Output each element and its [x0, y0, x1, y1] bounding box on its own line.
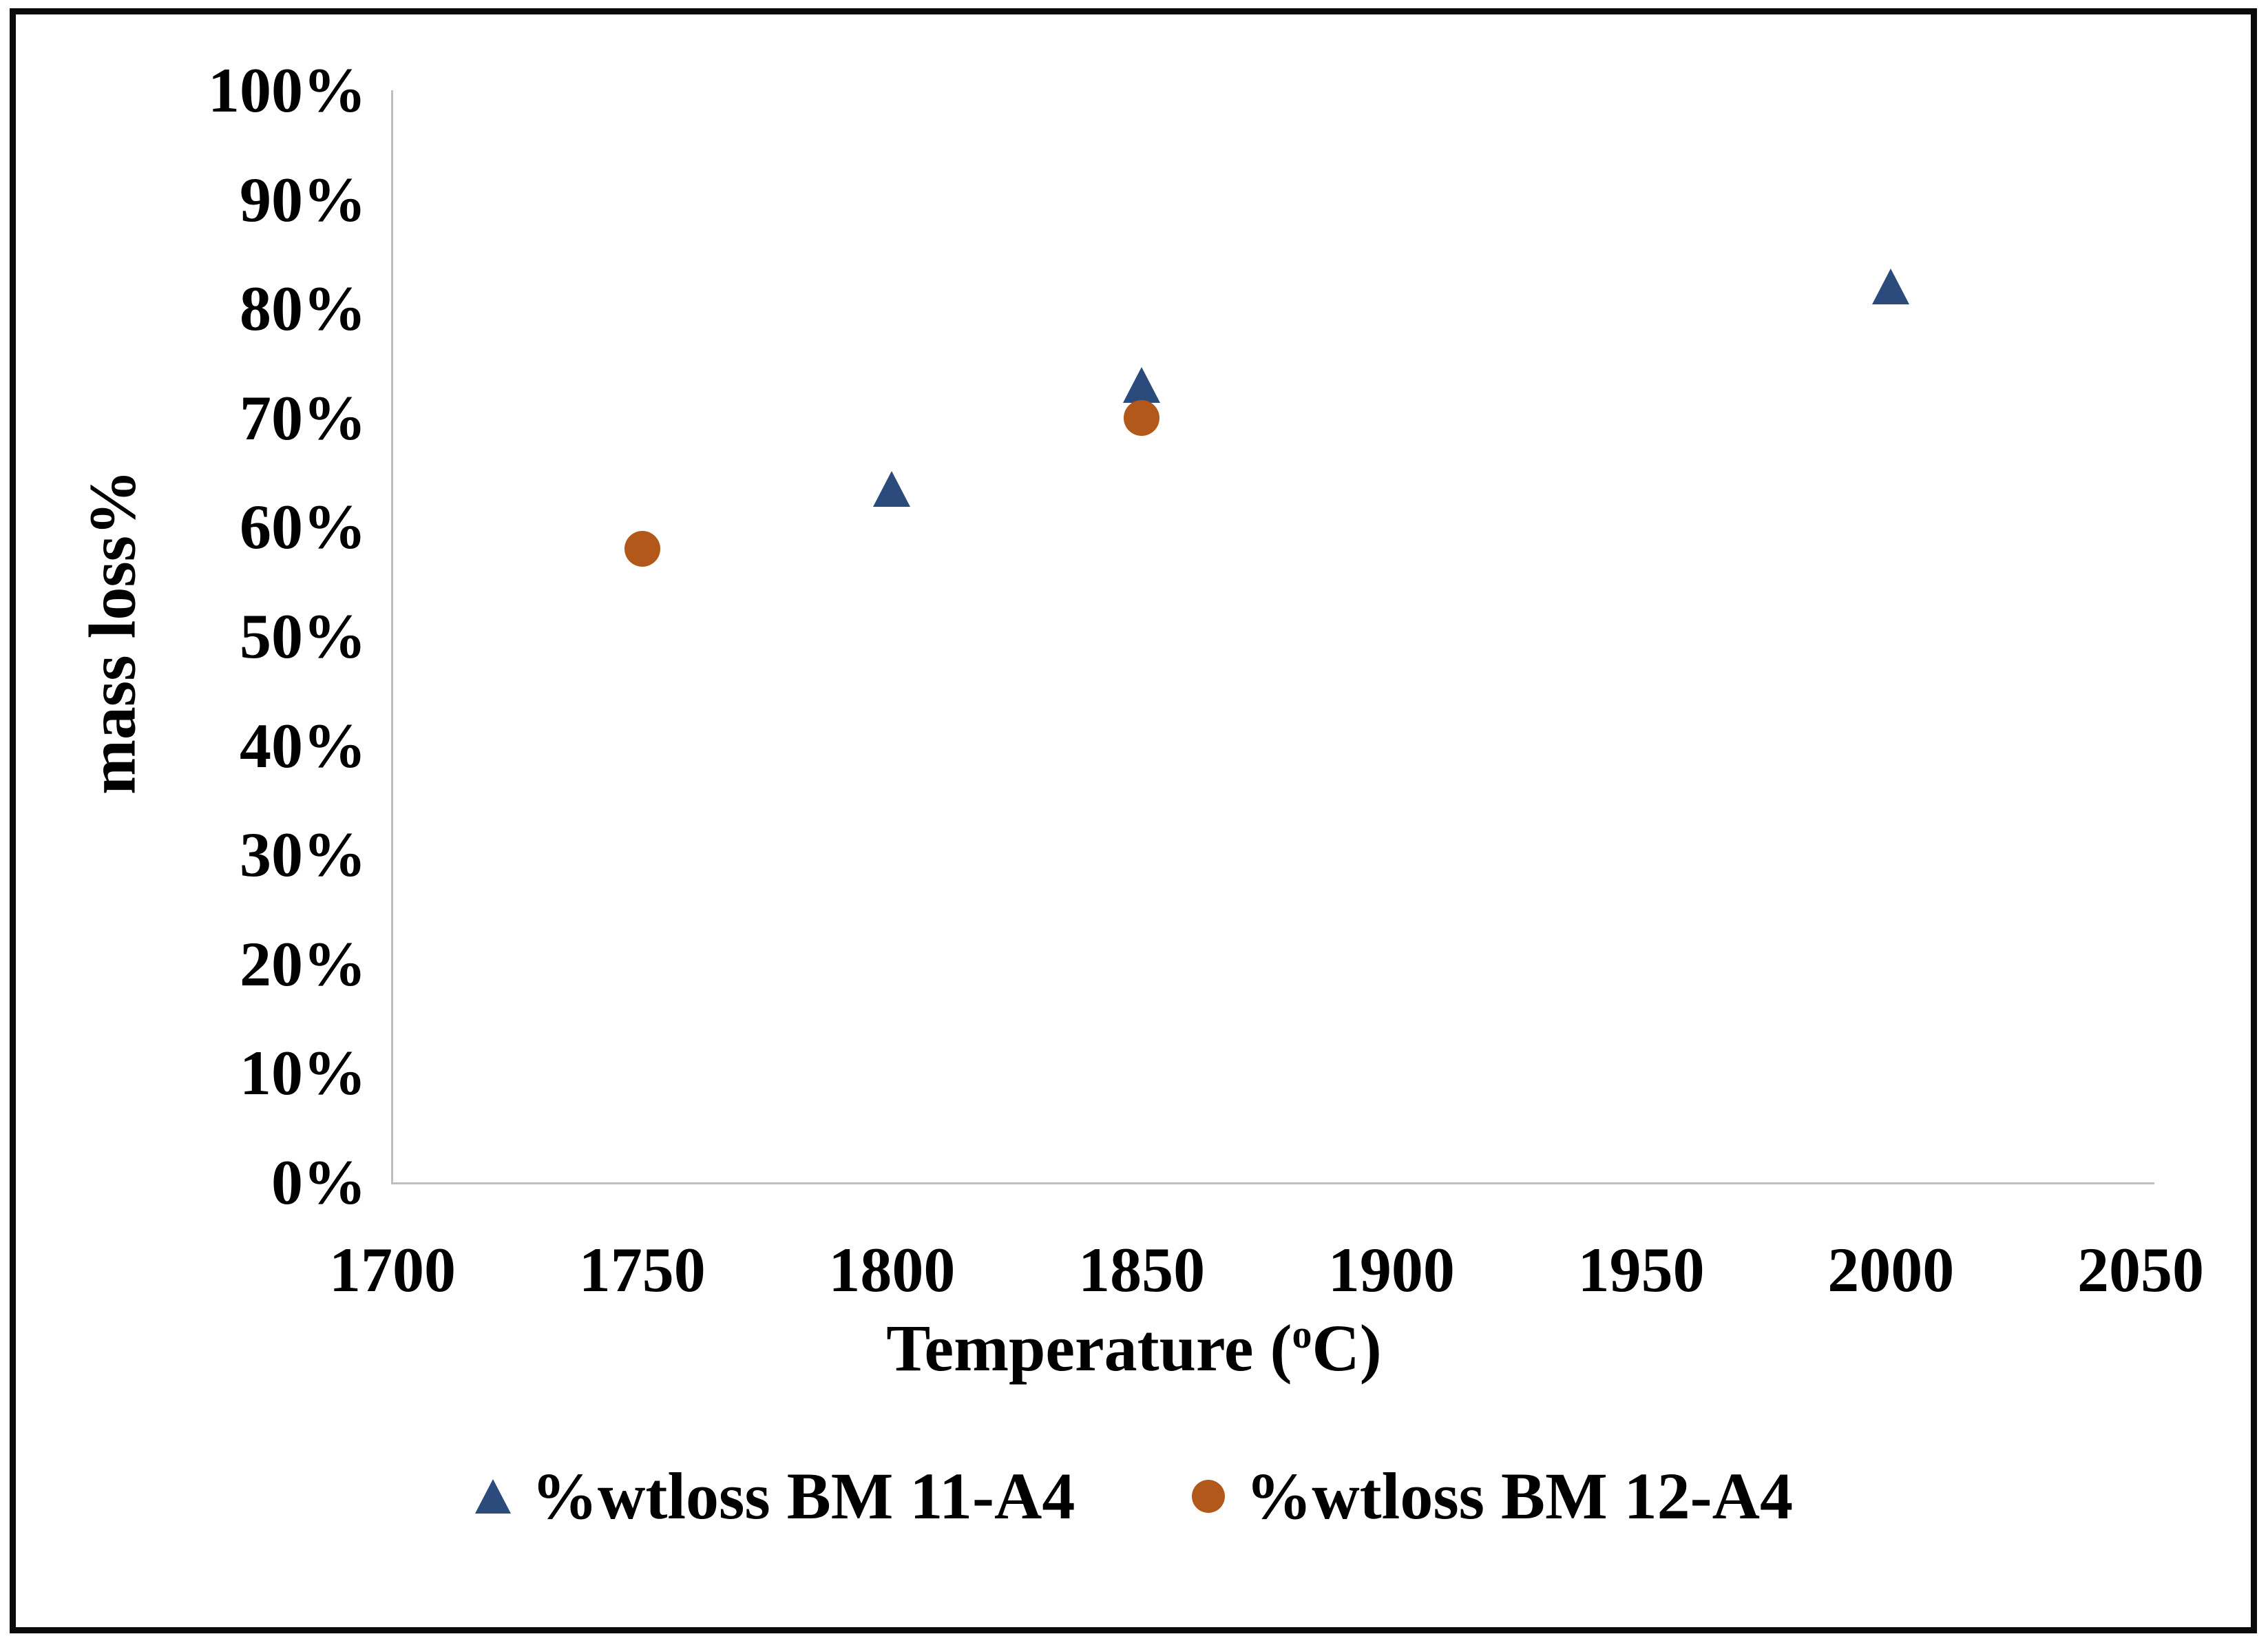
data-point-circle — [624, 531, 660, 567]
y-tick-label: 30% — [240, 819, 366, 890]
y-tick-label: 40% — [240, 710, 366, 781]
y-tick-label: 50% — [240, 601, 366, 671]
x-tick-label: 1750 — [578, 1235, 706, 1305]
y-tick-label: 100% — [208, 55, 366, 125]
x-tick-label: 1800 — [828, 1235, 956, 1305]
x-axis-line — [391, 1182, 2154, 1184]
x-axis-title-unit: C) — [1312, 1311, 1382, 1385]
x-tick-label: 1850 — [1078, 1235, 1206, 1305]
legend-label-bm11: %wtloss BM 11-A4 — [532, 1459, 1075, 1533]
triangle-marker-icon — [475, 1479, 512, 1514]
x-tick-label: 1700 — [329, 1235, 456, 1305]
y-tick-label: 80% — [240, 273, 366, 344]
y-tick-label: 20% — [240, 928, 366, 999]
legend: %wtloss BM 11-A4 %wtloss BM 12-A4 — [0, 1458, 2268, 1534]
x-axis-title: Temperature (oC) — [0, 1310, 2268, 1386]
x-tick-label: 1950 — [1577, 1235, 1705, 1305]
y-tick-label: 70% — [240, 382, 366, 453]
circle-marker-icon — [1192, 1480, 1226, 1513]
legend-item-bm11: %wtloss BM 11-A4 — [475, 1458, 1075, 1534]
x-tick-label: 1900 — [1327, 1235, 1455, 1305]
degree-superscript: o — [1292, 1312, 1312, 1357]
data-point-triangle — [1123, 367, 1161, 404]
x-axis-title-text: Temperature ( — [886, 1311, 1292, 1385]
y-tick-label: 60% — [240, 492, 366, 563]
data-point-circle — [1124, 399, 1160, 436]
y-tick-label: 10% — [240, 1038, 366, 1109]
legend-label-bm12: %wtloss BM 12-A4 — [1246, 1459, 1793, 1533]
y-tick-label: 0% — [271, 1147, 366, 1217]
x-tick-label: 2000 — [1827, 1235, 1955, 1305]
x-tick-label: 2050 — [2077, 1235, 2204, 1305]
legend-item-bm12: %wtloss BM 12-A4 — [1192, 1458, 1793, 1534]
y-tick-label: 90% — [240, 164, 366, 235]
data-point-triangle — [1872, 269, 1910, 305]
data-point-triangle — [873, 470, 911, 507]
y-axis-line — [391, 90, 393, 1184]
